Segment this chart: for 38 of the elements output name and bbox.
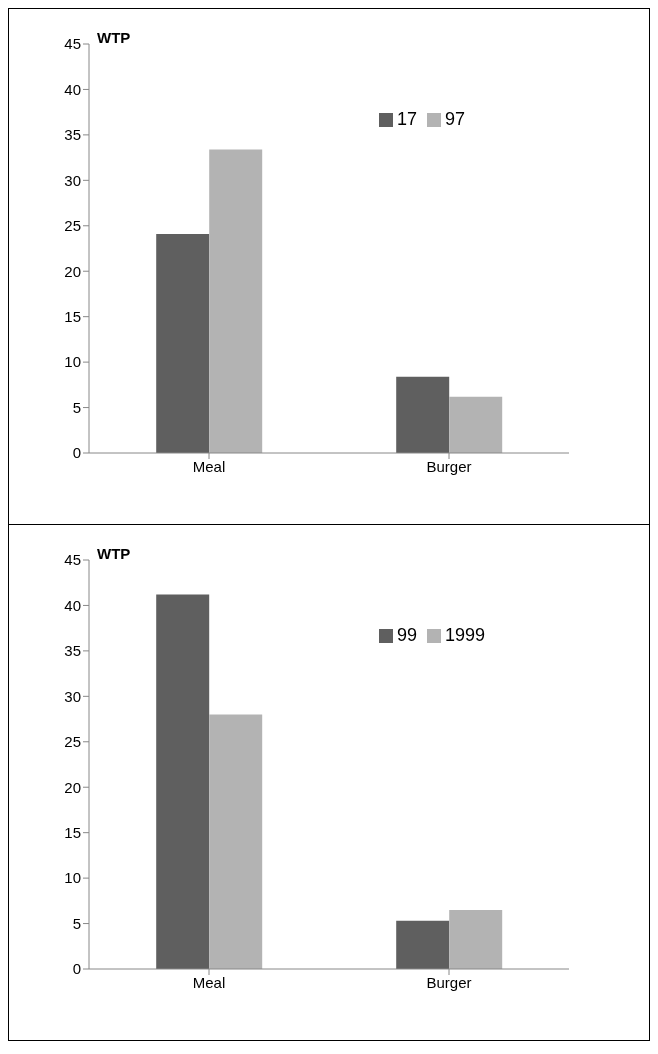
y-tick-label: 25 <box>64 217 81 235</box>
y-tick-label: 25 <box>64 733 81 751</box>
x-tick-label: Meal <box>192 457 226 475</box>
y-tick-label: 0 <box>72 444 81 462</box>
legend-label: 17 <box>397 109 418 129</box>
y-tick-label: 5 <box>72 914 81 932</box>
legend-label: 97 <box>445 109 466 129</box>
y-tick-label: 15 <box>64 823 81 841</box>
bar <box>156 594 210 969</box>
x-tick-label: Burger <box>426 973 472 991</box>
y-tick-label: 5 <box>72 398 81 416</box>
x-tick-label: Meal <box>192 973 226 991</box>
y-tick-label: 30 <box>64 687 81 705</box>
y-tick-label: 0 <box>72 960 81 978</box>
legend-label: 1999 <box>445 625 486 645</box>
bar <box>209 149 263 453</box>
bar <box>449 909 503 969</box>
legend-label: 99 <box>397 625 418 645</box>
y-tick-label: 30 <box>64 171 81 189</box>
bar <box>156 233 210 453</box>
y-tick-label: 40 <box>64 596 81 614</box>
y-tick-label: 45 <box>64 35 81 53</box>
bar <box>396 376 450 453</box>
y-axis-title: WTP <box>97 545 131 562</box>
y-tick-label: 10 <box>64 869 81 887</box>
bar <box>396 920 450 969</box>
bar <box>449 396 503 453</box>
y-tick-label: 35 <box>64 126 81 144</box>
y-tick-label: 45 <box>64 551 81 569</box>
x-tick-label: Burger <box>426 457 472 475</box>
y-tick-label: 35 <box>64 642 81 660</box>
bar <box>209 714 263 969</box>
y-tick-label: 40 <box>64 80 81 98</box>
y-axis-title: WTP <box>97 29 131 46</box>
y-tick-label: 10 <box>64 353 81 371</box>
y-tick-label: 15 <box>64 307 81 325</box>
y-tick-label: 20 <box>64 778 81 796</box>
y-tick-label: 20 <box>64 262 81 280</box>
